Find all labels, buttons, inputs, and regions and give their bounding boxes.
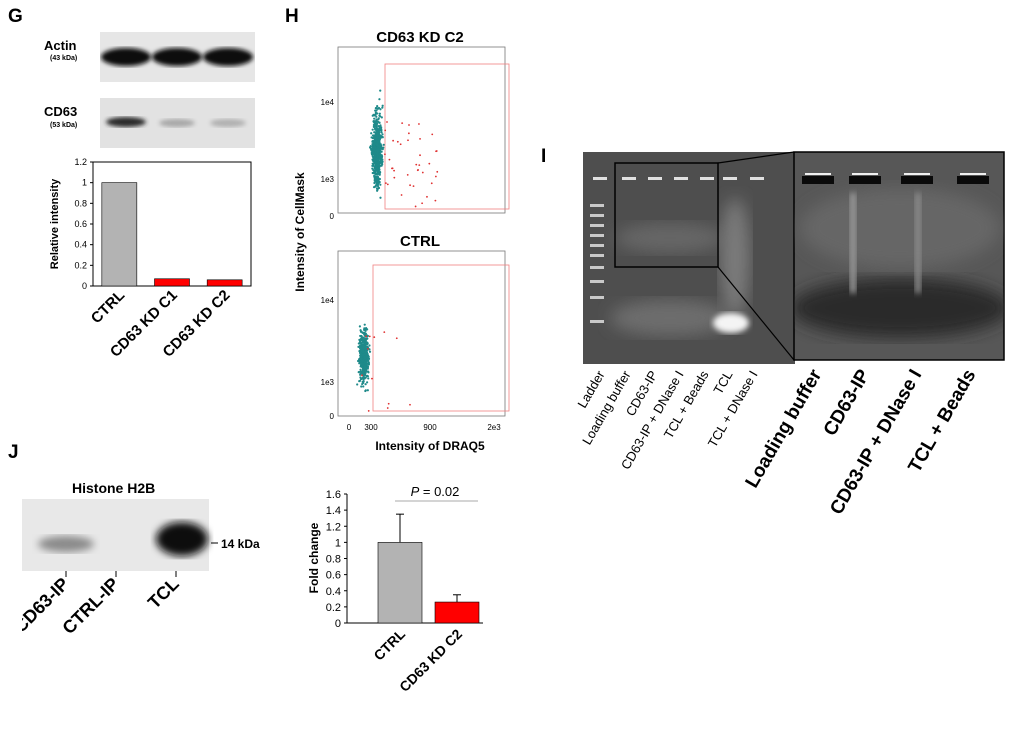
y-axis-label: Fold change [307,522,321,593]
y-tick-label: 0.2 [326,602,341,614]
y-tick-label: 1.2 [74,157,87,167]
flow-title-ctrl: CTRL [400,233,440,250]
y-tick-label: 0.6 [326,570,341,582]
marker-14kda: 14 kDa [221,537,260,551]
p-value-annotation: P = 0.02 [411,484,460,499]
y-tick-label: 0 [82,281,87,291]
y-tick-label: 0.2 [74,260,87,270]
western-blot-actin [100,32,255,82]
blot-label-actin: Actin [44,38,77,53]
flow-x-axis-label: Intensity of DRAQ5 [375,439,485,453]
blot-lane-label: TCL [144,574,183,613]
y-axis-label: Relative intensity [49,178,61,269]
flow-dots-ctrl [356,323,411,412]
flow-dots-kd [368,89,439,208]
flow-ytick: 1e3 [321,378,335,387]
blot-kda-actin: (43 kDa) [50,55,78,62]
y-tick-label: 1.2 [326,521,341,533]
zoom-region-box [614,162,719,268]
flow-ytick: 1e3 [321,175,335,184]
flow-ytick: 1e4 [321,98,335,107]
blot-title-h2b: Histone H2B [72,480,156,496]
flow-y-axis-label: Intensity of CellMask [293,172,307,292]
flow-cytometry-plots: CD63 KD C2 1e4 1e3 0 CTRL 1e4 1e3 0 0 30… [293,29,510,453]
gel-zoom-lane-label: CD63-IP + DNase I [826,366,926,518]
y-tick-label: 0.4 [74,240,87,250]
panel-letter-j: J [8,442,19,463]
y-tick-label: 1.4 [326,505,341,517]
y-tick-label: 0.8 [326,554,341,566]
flow-ytick: 1e4 [321,296,335,305]
chart-fold-change: P = 0.02 Fold change 0 0.2 0.4 0.6 0.8 1 1.2 1.… [307,484,483,695]
y-tick-label: 1 [335,537,341,549]
bar [101,182,138,287]
flow-gate-kd [384,63,510,210]
gel-lane-label: TCL [710,368,735,397]
panel-letter-i: I [541,146,547,167]
bar [154,278,190,287]
flow-title-kd: CD63 KD C2 [376,29,464,46]
western-blot-cd63 [100,98,255,148]
y-tick-label: 1.6 [326,489,341,501]
x-tick-label: CTRL [88,287,128,327]
y-tick-label: 1 [82,178,87,188]
panel-letter-h: H [285,6,299,27]
x-tick-label: CTRL [370,625,408,663]
gel-zoom-lane-label: CD63-IP [820,366,875,440]
y-tick-label: 0.4 [326,586,341,598]
panel-letter-g: G [8,6,23,27]
chart-relative-intensity: Relative intensity 0 0.2 0.4 0.6 0.8 1 1.2 CTR… [49,157,252,361]
flow-ytick: 0 [330,212,335,221]
flow-frame-ctrl [337,250,506,417]
flow-xtick: 300 [364,423,378,432]
y-tick-label: 0.6 [74,219,87,229]
bar [434,601,480,624]
flow-frame-kd [337,46,506,214]
flow-xtick: 0 [347,423,352,432]
flow-xtick: 900 [423,423,437,432]
y-tick-label: 0.8 [74,198,87,208]
flow-ytick: 0 [330,412,335,421]
flow-xtick: 2e3 [487,423,501,432]
bar [377,542,423,624]
flow-gate-ctrl [372,264,510,412]
blot-label-cd63: CD63 [44,104,78,119]
blot-kda-cd63: (53 kDa) [50,122,78,129]
y-tick-label: 0 [335,618,341,630]
bar [206,279,243,287]
